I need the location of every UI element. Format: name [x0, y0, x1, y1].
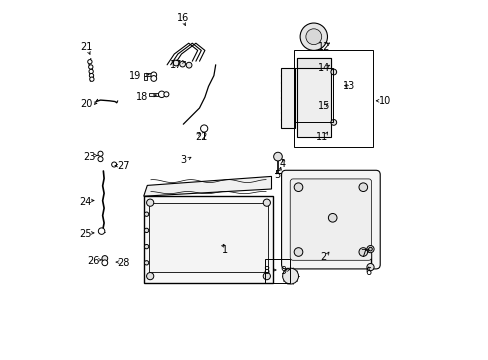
Circle shape — [300, 23, 327, 50]
Circle shape — [89, 77, 94, 81]
Circle shape — [173, 60, 179, 66]
Circle shape — [89, 73, 94, 78]
Circle shape — [144, 261, 148, 265]
Text: 5: 5 — [273, 170, 280, 180]
Circle shape — [305, 29, 321, 45]
Text: 17: 17 — [169, 60, 182, 70]
Circle shape — [330, 69, 336, 75]
Circle shape — [111, 162, 117, 167]
Bar — [296, 58, 330, 137]
Circle shape — [273, 152, 282, 161]
Circle shape — [98, 228, 104, 234]
Text: 26: 26 — [87, 256, 99, 266]
Text: 2: 2 — [320, 252, 326, 262]
Text: 23: 23 — [82, 152, 95, 162]
Text: 9: 9 — [280, 266, 286, 276]
Text: 19: 19 — [128, 71, 141, 81]
Circle shape — [88, 65, 93, 69]
Circle shape — [102, 260, 107, 266]
Text: 1: 1 — [221, 245, 227, 255]
Text: 7: 7 — [360, 249, 366, 259]
Circle shape — [102, 256, 107, 261]
Text: 20: 20 — [80, 99, 92, 109]
Circle shape — [282, 268, 298, 284]
Circle shape — [328, 213, 336, 222]
Circle shape — [98, 151, 103, 156]
Text: 10: 10 — [378, 96, 390, 106]
Circle shape — [358, 183, 367, 192]
FancyBboxPatch shape — [289, 179, 371, 260]
Text: 28: 28 — [118, 258, 130, 268]
Text: 14: 14 — [317, 63, 329, 73]
Circle shape — [263, 199, 270, 206]
Circle shape — [368, 247, 371, 251]
Bar — [294, 68, 332, 122]
FancyBboxPatch shape — [281, 170, 380, 269]
Text: 22: 22 — [195, 132, 207, 142]
Text: 15: 15 — [317, 101, 329, 111]
Text: 18: 18 — [136, 92, 148, 102]
Text: 8: 8 — [263, 266, 269, 276]
Text: 21: 21 — [80, 42, 92, 52]
Circle shape — [146, 199, 153, 206]
Circle shape — [151, 76, 156, 81]
Text: 27: 27 — [118, 161, 130, 171]
Circle shape — [144, 228, 148, 233]
Text: 24: 24 — [79, 197, 91, 207]
Bar — [143, 76, 147, 80]
Circle shape — [158, 91, 164, 98]
Circle shape — [146, 273, 153, 280]
Circle shape — [163, 92, 168, 97]
Text: 25: 25 — [79, 229, 91, 239]
Bar — [280, 68, 294, 128]
Circle shape — [294, 183, 302, 192]
Circle shape — [151, 72, 156, 78]
Circle shape — [294, 248, 302, 256]
Circle shape — [89, 69, 93, 74]
Text: 3: 3 — [180, 155, 186, 165]
Bar — [143, 196, 273, 283]
Text: 16: 16 — [177, 13, 189, 23]
Circle shape — [144, 244, 148, 249]
Bar — [149, 203, 267, 272]
Circle shape — [200, 125, 207, 132]
Circle shape — [87, 59, 92, 64]
Text: 4: 4 — [279, 159, 285, 169]
Bar — [143, 73, 151, 76]
Circle shape — [366, 264, 373, 271]
Bar — [265, 259, 289, 283]
Circle shape — [98, 157, 103, 162]
Circle shape — [366, 246, 373, 253]
Polygon shape — [143, 176, 271, 196]
Text: 11: 11 — [315, 132, 327, 142]
Text: 13: 13 — [342, 81, 354, 91]
Circle shape — [330, 120, 336, 125]
Bar — [294, 50, 372, 147]
Bar — [296, 58, 330, 68]
Bar — [149, 93, 158, 96]
Circle shape — [179, 61, 185, 67]
Text: 6: 6 — [365, 267, 371, 277]
Circle shape — [144, 212, 148, 216]
Text: 12: 12 — [317, 42, 329, 52]
Circle shape — [263, 273, 270, 280]
Circle shape — [358, 248, 367, 256]
Circle shape — [186, 62, 192, 68]
